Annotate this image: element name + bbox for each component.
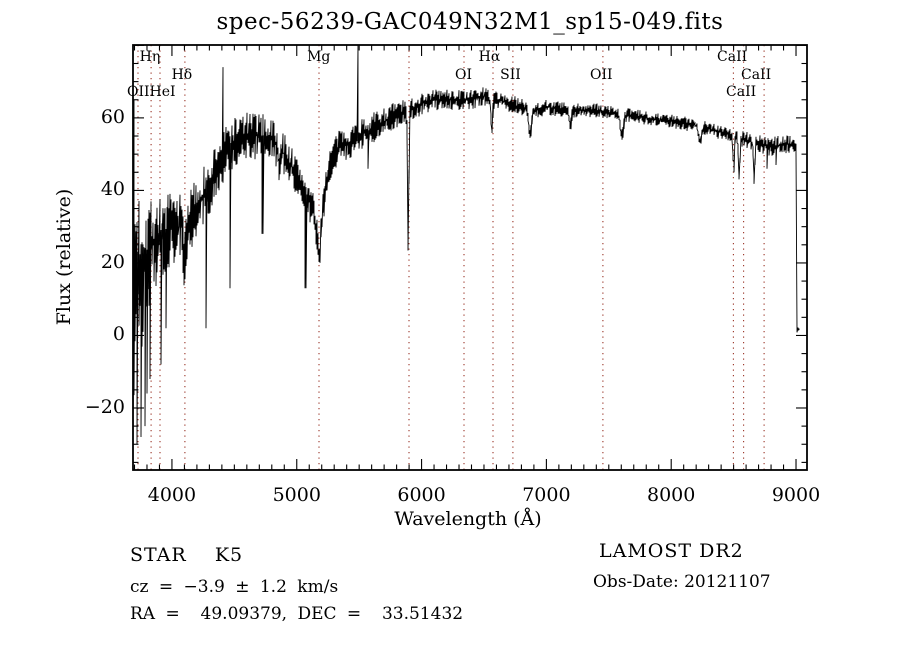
y-tick-label: 40: [100, 178, 125, 201]
x-tick-label: 6000: [397, 484, 446, 506]
spectral-line-label: Hη: [139, 49, 161, 65]
survey-release-text: LAMOST DR2: [599, 540, 744, 562]
spectral-line-label: CaII: [726, 84, 757, 100]
object-class-text: STAR K5: [130, 544, 244, 566]
plot-frame: [132, 44, 808, 471]
spectral-line-label: Mg: [307, 49, 331, 65]
spectral-line-label: Hδ: [171, 67, 193, 83]
spectral-line-label: OII: [590, 67, 613, 83]
x-tick-label: 8000: [647, 484, 696, 506]
y-tick-label: −20: [84, 395, 125, 418]
spectral-line-label: OIIHeI: [127, 84, 176, 100]
x-tick-label: 4000: [147, 484, 197, 506]
y-tick-label: 20: [100, 250, 125, 273]
spectral-line-label: CaII: [741, 67, 772, 83]
spectral-line-label: SII: [500, 67, 521, 83]
spectral-line-label: Hα: [478, 49, 501, 65]
spectral-line-label: OI: [454, 67, 473, 83]
x-tick-label: 7000: [522, 484, 571, 506]
x-tick-label: 9000: [771, 484, 821, 506]
y-tick-label: 60: [100, 105, 125, 128]
x-tick-label: 5000: [272, 484, 321, 506]
obs-date-text: Obs-Date: 20121107: [593, 572, 771, 592]
x-axis-label: Wavelength (Å): [394, 508, 542, 530]
spectrum-trace: [132, 45, 800, 463]
ra-dec-text: RA = 49.09379, DEC = 33.51432: [130, 604, 464, 624]
cz-velocity-text: cz = −3.9 ± 1.2 km/s: [130, 577, 339, 597]
plot-title: spec-56239-GAC049N32M1_sp15-049.fits: [216, 9, 724, 35]
spectral-line-label: CaII: [717, 49, 748, 65]
y-tick-label: 0: [112, 323, 125, 346]
